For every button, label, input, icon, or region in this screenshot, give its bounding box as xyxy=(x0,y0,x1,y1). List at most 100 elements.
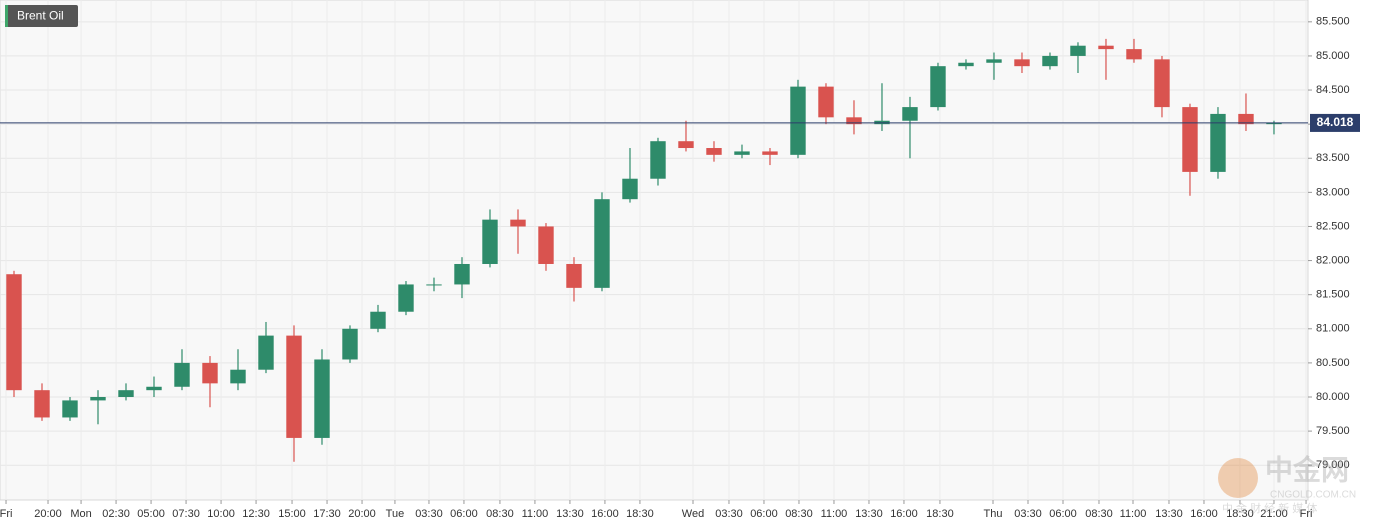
candle-body xyxy=(958,62,974,67)
x-tick-label: 13:30 xyxy=(855,508,883,520)
candle-body xyxy=(790,86,806,155)
candle-body xyxy=(930,66,946,108)
x-tick-label: 06:00 xyxy=(750,508,778,520)
title-stripe xyxy=(5,5,8,27)
candle-body xyxy=(1098,45,1114,50)
x-tick-label: 17:30 xyxy=(313,508,341,520)
x-tick-label: 11:00 xyxy=(1120,508,1147,520)
candle-body xyxy=(1126,49,1142,60)
watermark-site: CNGOLD.COM.CN xyxy=(1270,490,1356,501)
y-tick-label: 79.500 xyxy=(1316,425,1350,437)
candle-body xyxy=(230,369,246,384)
y-tick-label: 80.500 xyxy=(1316,357,1350,369)
candle-body xyxy=(1014,59,1030,67)
candle-body xyxy=(454,263,470,285)
y-tick-label: 81.000 xyxy=(1316,323,1350,335)
candle-body xyxy=(118,390,134,397)
x-tick-label: 20:00 xyxy=(348,508,376,520)
candle-body xyxy=(146,386,162,391)
x-tick-label: 02:30 xyxy=(102,508,130,520)
x-tick-label: 07:30 xyxy=(172,508,200,520)
x-tick-label: Mon xyxy=(70,508,91,520)
candle-body xyxy=(1210,113,1226,172)
candle-body xyxy=(1238,113,1254,125)
x-tick-label: 12:30 xyxy=(242,508,270,520)
candle-body xyxy=(1182,107,1198,172)
y-tick-label: 81.500 xyxy=(1316,289,1350,301)
x-tick-label: 10:00 xyxy=(207,508,235,520)
x-tick-label: 03:30 xyxy=(715,508,743,520)
x-tick-label: 21:00 xyxy=(1260,508,1288,520)
x-tick-label: 16:00 xyxy=(591,508,619,520)
x-tick-label: Tue xyxy=(386,508,405,520)
candle-body xyxy=(34,390,50,418)
candle-body xyxy=(1154,59,1170,108)
candle-body xyxy=(818,86,834,118)
y-tick-label: 82.000 xyxy=(1316,254,1350,266)
candle-body xyxy=(538,226,554,264)
x-tick-label: 06:00 xyxy=(450,508,478,520)
x-tick-label: 15:00 xyxy=(278,508,306,520)
candle-body xyxy=(902,107,918,121)
y-tick-label: 83.000 xyxy=(1316,186,1350,198)
x-tick-label: 18:30 xyxy=(926,508,954,520)
candle-body xyxy=(314,359,330,438)
x-tick-label: 05:00 xyxy=(137,508,165,520)
current-price-box xyxy=(1310,113,1360,132)
y-tick-label: 82.500 xyxy=(1316,220,1350,232)
x-tick-label: 11:00 xyxy=(522,508,549,520)
candle-body xyxy=(1042,55,1058,67)
candle-body xyxy=(1266,122,1282,125)
x-tick-label: 08:30 xyxy=(1085,508,1113,520)
y-tick-label: 80.000 xyxy=(1316,391,1350,403)
candle-body xyxy=(594,199,610,288)
x-tick-label: 20:00 xyxy=(34,508,62,520)
y-tick-label: 85.500 xyxy=(1316,16,1350,28)
x-tick-label: 08:30 xyxy=(486,508,514,520)
candle-body xyxy=(706,148,722,155)
candle-body xyxy=(734,151,750,155)
candle-body xyxy=(258,335,274,370)
x-tick-label: 08:30 xyxy=(785,508,813,520)
x-tick-label: Thu xyxy=(984,508,1003,520)
candle-body xyxy=(762,151,778,155)
candle-body xyxy=(1070,45,1086,56)
chart-title: Brent Oil xyxy=(17,9,64,23)
y-tick-label: 84.500 xyxy=(1316,84,1350,96)
candle-body xyxy=(398,284,414,312)
candle-body xyxy=(202,362,218,384)
candle-body xyxy=(342,328,358,360)
plot-area xyxy=(0,0,1309,501)
x-tick-label: 18:30 xyxy=(1226,508,1254,520)
y-tick-label: 79.000 xyxy=(1316,459,1350,471)
candle-body xyxy=(6,274,22,391)
candle-body xyxy=(286,335,302,438)
watermark-logo xyxy=(1218,458,1258,498)
x-tick-label: Fri xyxy=(1300,508,1313,520)
candle-body xyxy=(986,59,1002,63)
x-tick-label: 18:30 xyxy=(626,508,654,520)
x-tick-label: Wed xyxy=(682,508,704,520)
x-tick-label: 11:00 xyxy=(821,508,848,520)
y-tick-label: 83.500 xyxy=(1316,152,1350,164)
candle-body xyxy=(678,141,694,149)
watermark-slogan: 中 金 财 经 新 媒 体 xyxy=(1222,501,1317,515)
candle-body xyxy=(370,311,386,329)
x-tick-label: 06:00 xyxy=(1049,508,1077,520)
x-tick-label: Fri xyxy=(0,508,12,520)
x-tick-label: 03:30 xyxy=(415,508,443,520)
candle-body xyxy=(90,396,106,401)
x-tick-label: 16:00 xyxy=(890,508,918,520)
watermark-brand: 中金网 xyxy=(1265,453,1349,485)
current-price-label: 84.018 xyxy=(1317,115,1354,129)
candle-body xyxy=(846,117,862,125)
y-tick-label: 85.000 xyxy=(1316,50,1350,62)
watermark: 中金网 CNGOLD.COM.CN 中 金 财 经 新 媒 体 xyxy=(1218,453,1356,515)
candle-body xyxy=(622,178,638,200)
candle-body xyxy=(510,219,526,227)
title-box xyxy=(5,5,78,27)
x-tick-label: 13:30 xyxy=(1155,508,1183,520)
x-tick-label: 03:30 xyxy=(1014,508,1042,520)
